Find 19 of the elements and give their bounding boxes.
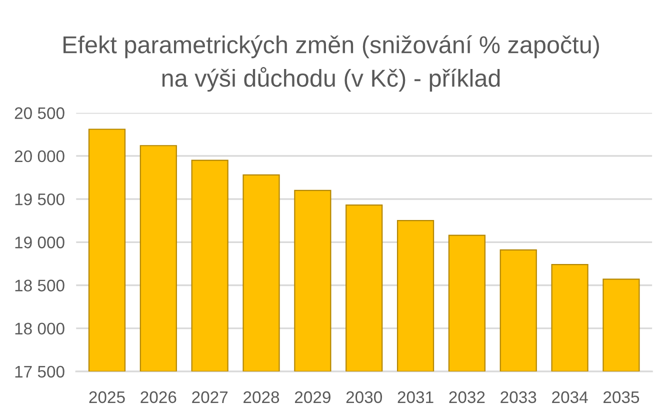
y-tick-label: 20 000 [14,150,64,162]
x-tick-label: 2035 [604,391,640,404]
x-tick-label: 2030 [346,391,382,404]
x-tick-label: 2028 [244,391,280,404]
x-tick-label: 2031 [398,391,434,404]
x-tick-label: 2026 [140,391,176,404]
x-tick-label: 2033 [500,391,536,404]
chart-title: Efekt parametrických změn (snižování % započtu) na výši důchodu (v Kč) - příklad [64,35,599,92]
y-tick-label: 19 000 [15,236,64,248]
x-tick-label: 2027 [192,391,228,404]
y-tick-label: 18 500 [15,280,64,292]
y-tick-label: 17 500 [15,366,64,378]
y-tick-label: 18 000 [15,322,64,335]
y-tick-label: 20 500 [14,107,64,120]
x-tick-label: 2025 [89,391,125,404]
y-tick-label: 19 500 [15,193,64,206]
x-tick-label: 2032 [449,391,485,404]
x-tick-label: 2034 [552,391,588,404]
x-tick-label: 2029 [294,391,330,404]
